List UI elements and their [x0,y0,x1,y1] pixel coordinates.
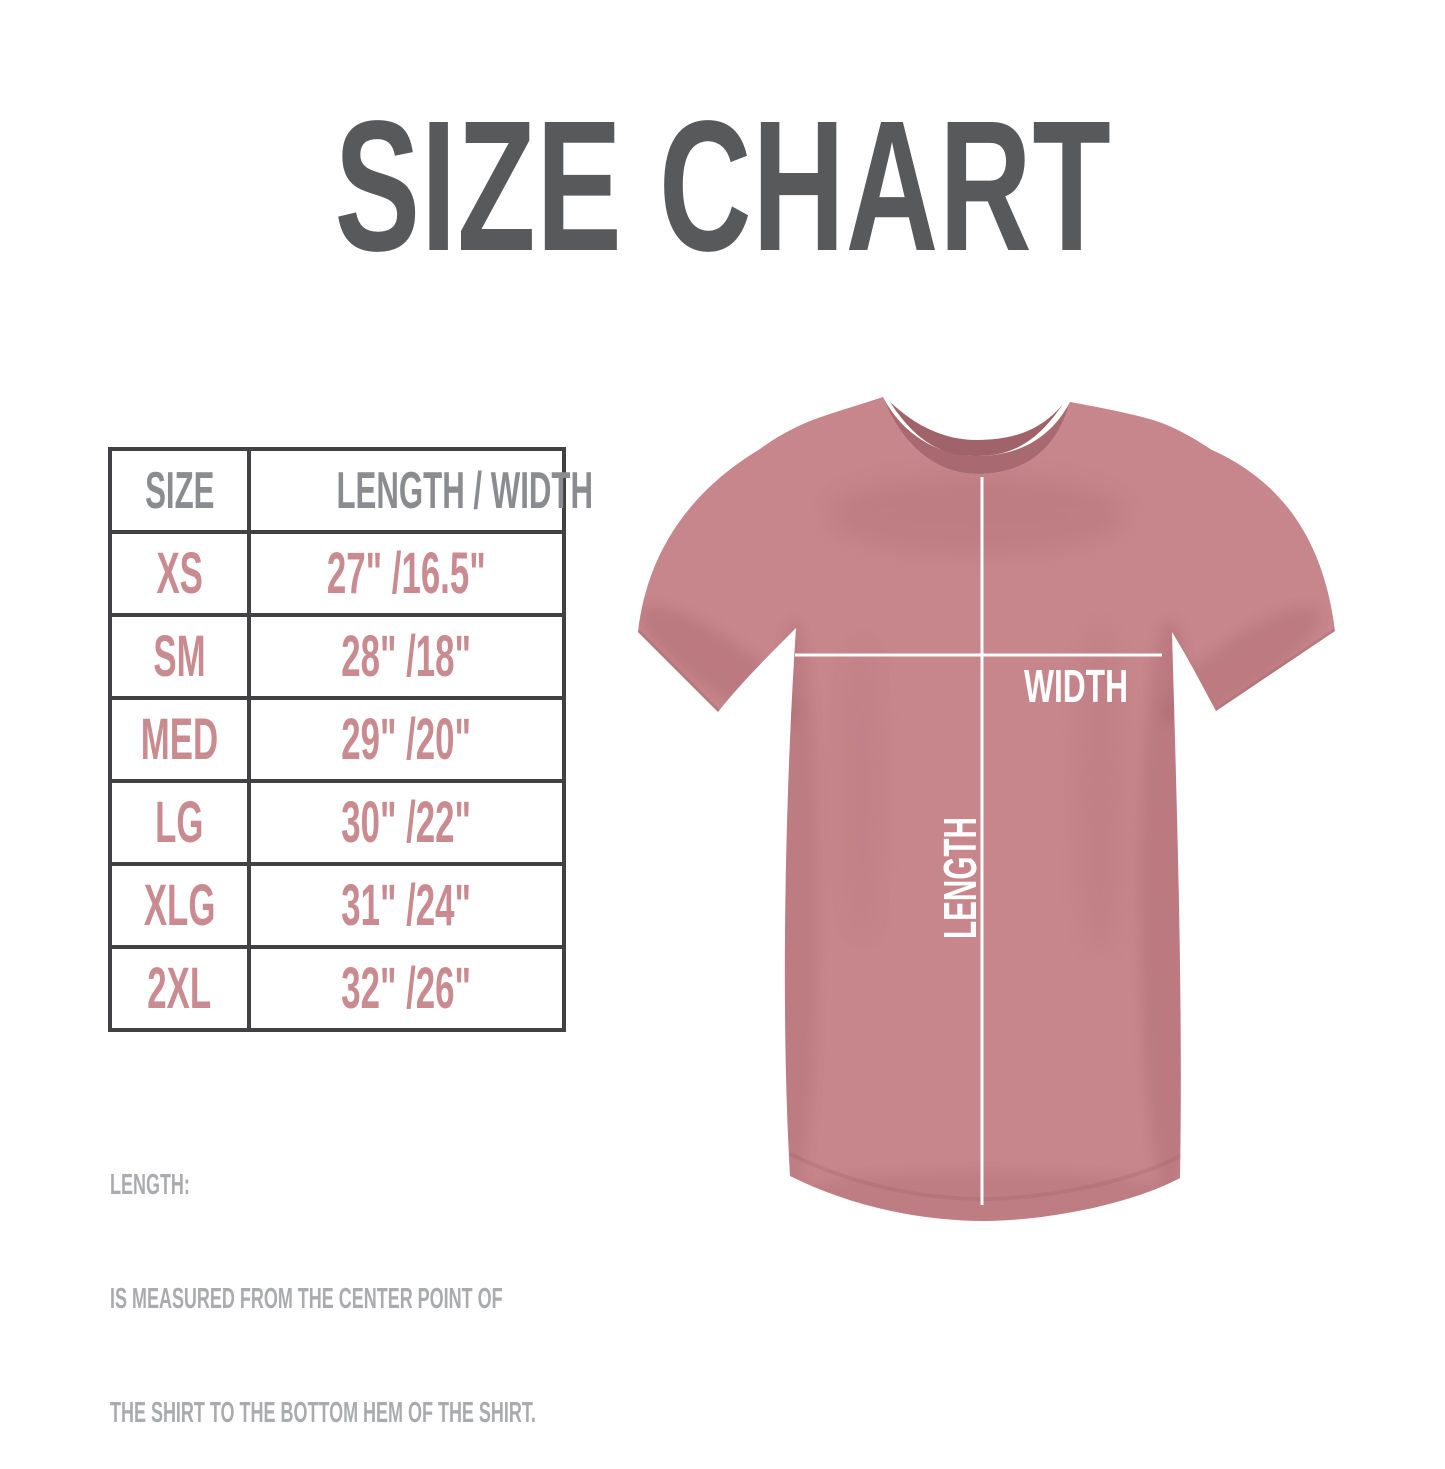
length-label: LENGTH [934,817,986,939]
length-note-line1: IS MEASURED FROM THE CENTER POINT OF [110,1283,503,1315]
length-note-line2: THE SHIRT TO THE BOTTOM HEM OF THE SHIRT… [110,1397,536,1429]
table-row-2xl: 2XL 32" /26" [108,945,566,1032]
table-header-row: SIZE LENGTH / WIDTH [108,447,593,534]
page-title-text: SIZE CHART [334,83,1111,290]
size-cell: 2XL [108,945,251,1032]
tshirt-collar-inner-shadow [890,402,1063,456]
size-table: SIZE LENGTH / WIDTH XS 27" /16.5" SM 28"… [108,447,593,1032]
value-cell: 32" /26" [247,945,566,1032]
size-cell: MED [108,696,251,783]
size-cell: SM [108,613,251,700]
tshirt-image: WIDTH LENGTH [638,397,1335,1221]
size-cell: XLG [108,862,251,949]
page-title: SIZE CHART [0,94,1445,280]
value-cell: 28" /18" [247,613,566,700]
table-row-xs: XS 27" /16.5" [108,530,566,617]
tshirt-shading [638,397,1335,1221]
table-row-lg: LG 30" /22" [108,779,566,866]
value-cell: 31" /24" [247,862,566,949]
value-cell: 27" /16.5" [247,530,566,617]
col-header-size: SIZE [108,447,251,534]
width-label: WIDTH [1024,660,1128,712]
tshirt-measurement-diagram: WIDTH LENGTH [600,360,1360,1260]
length-note-heading: LENGTH: [110,1169,190,1201]
size-cell: LG [108,779,251,866]
table-row-med: MED 29" /20" [108,696,566,783]
length-note: LENGTH: IS MEASURED FROM THE CENTER POIN… [110,1090,618,1469]
table-row-sm: SM 28" /18" [108,613,566,700]
table-row-xlg: XLG 31" /24" [108,862,566,949]
col-header-length-width: LENGTH / WIDTH [247,447,593,534]
size-cell: XS [108,530,251,617]
value-cell: 30" /22" [247,779,566,866]
tshirt-collar [883,397,1070,474]
measurement-notes: LENGTH: IS MEASURED FROM THE CENTER POIN… [110,1014,618,1469]
value-cell: 29" /20" [247,696,566,783]
